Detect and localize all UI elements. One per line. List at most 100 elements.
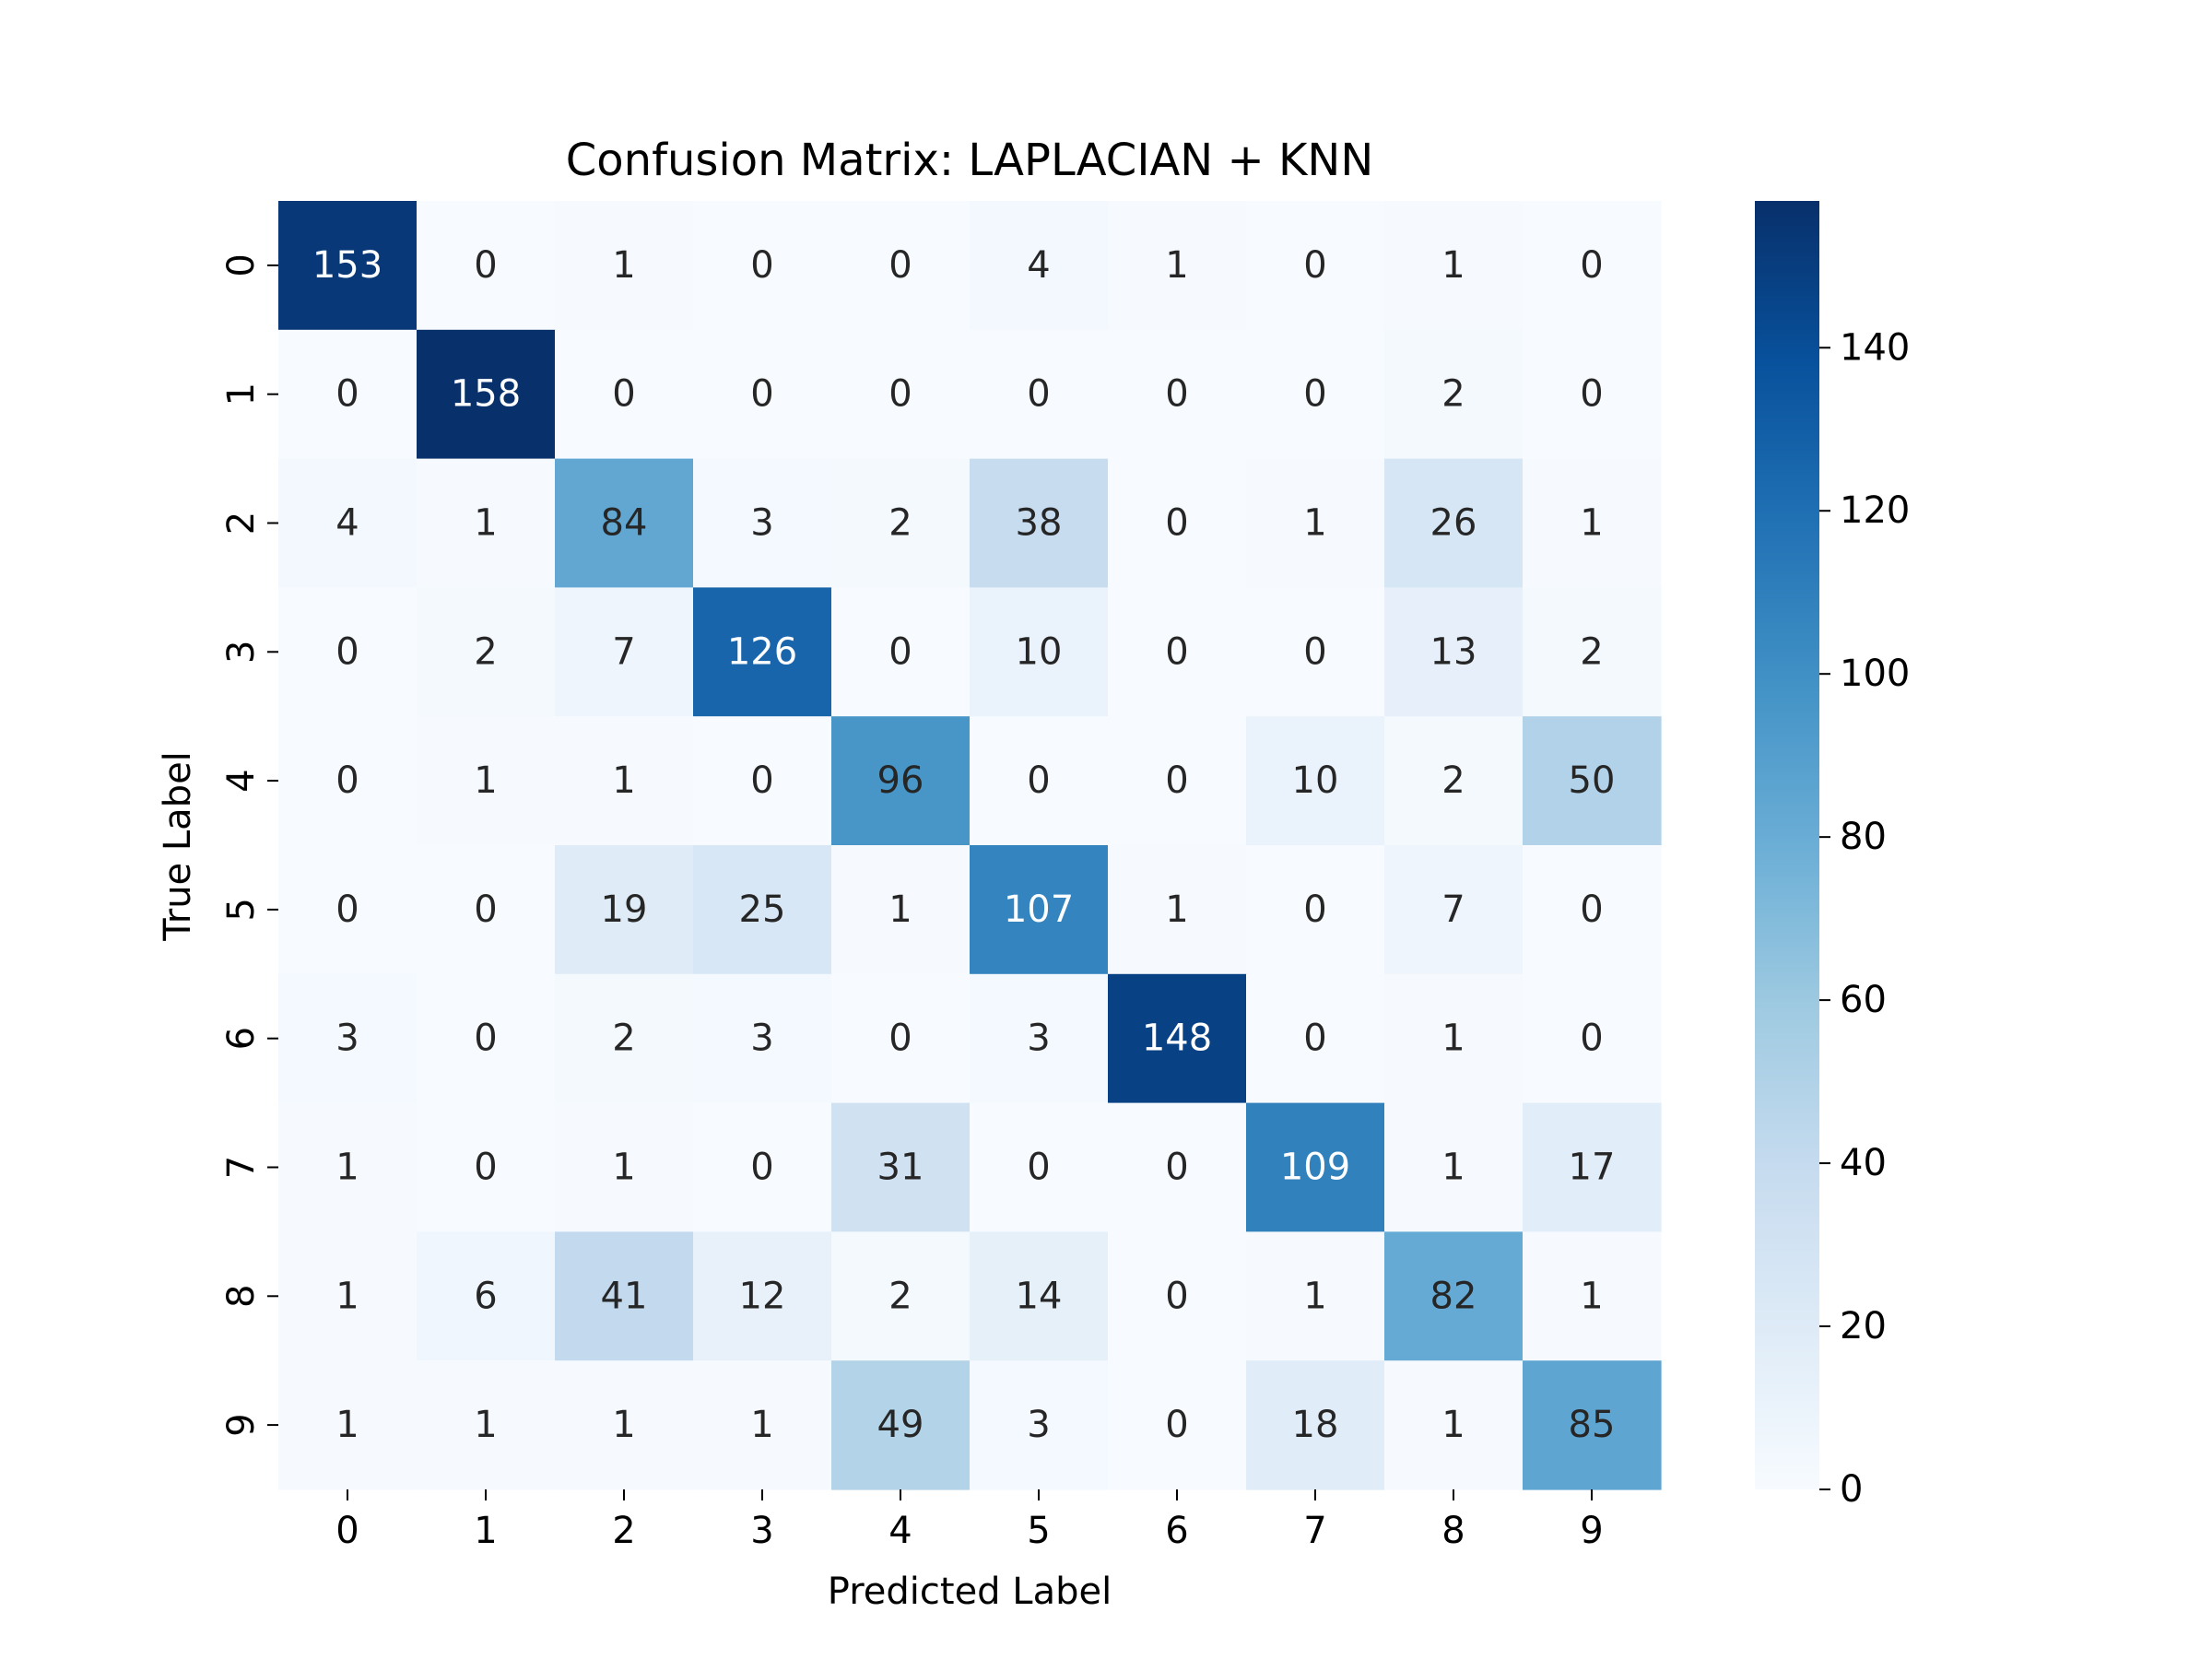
heatmap-cell: [1108, 973, 1247, 1104]
heatmap-cell: [1384, 201, 1524, 331]
cell-value-label: 0: [474, 1147, 497, 1189]
y-tick-label: 8: [220, 1285, 263, 1308]
cell-value-label: 0: [1027, 373, 1050, 416]
x-tick-label: 6: [1165, 1510, 1188, 1552]
heatmap-cell: [1523, 201, 1662, 331]
y-tick-label: 5: [220, 898, 263, 921]
cell-value-label: 2: [474, 630, 497, 673]
heatmap-cell: [831, 587, 971, 717]
cell-value-label: 1: [612, 759, 635, 802]
cell-value-label: 10: [1292, 759, 1339, 802]
heatmap-cell: [831, 1360, 971, 1490]
colorbar-tick-label: 0: [1840, 1468, 1863, 1511]
cell-value-label: 14: [1016, 1275, 1063, 1317]
colorbar-tick-label: 140: [1840, 326, 1910, 369]
cell-value-label: 148: [1142, 1018, 1212, 1060]
cell-value-label: 26: [1430, 502, 1477, 545]
heatmap-cell: [831, 1231, 971, 1361]
heatmap-cell: [1108, 716, 1247, 846]
heatmap-cell: [831, 458, 971, 588]
heatmap-cell: [1523, 587, 1662, 717]
heatmap-cell: [1384, 329, 1524, 460]
heatmap-cell: [417, 845, 556, 975]
cell-value-label: 0: [1580, 888, 1603, 931]
heatmap-cell: [1108, 1360, 1247, 1490]
heatmap-cell: [1246, 1231, 1385, 1361]
heatmap-cell: [555, 1102, 694, 1232]
cell-value-label: 2: [1580, 630, 1603, 673]
heatmap-cell: [693, 201, 832, 331]
y-axis-ticks: 0 1 2 3 4 5 6 7 8 9: [220, 253, 278, 1437]
heatmap-cell: [970, 329, 1109, 460]
heatmap-cell: [417, 587, 556, 717]
heatmap-cell: [693, 973, 832, 1104]
cell-value-label: 1: [335, 1275, 359, 1317]
heatmap-cell: [1246, 845, 1385, 975]
heatmap-cell: [831, 329, 971, 460]
cell-value-label: 4: [335, 502, 359, 545]
y-tick-label: 3: [220, 641, 263, 664]
cell-value-label: 1: [1441, 1147, 1465, 1189]
heatmap-cell: [278, 716, 418, 846]
cell-value-label: 1: [335, 1404, 359, 1446]
cell-value-label: 1: [474, 759, 497, 802]
heatmap-cell: [1384, 458, 1524, 588]
heatmap-cell: [831, 973, 971, 1104]
heatmap-cell: [1523, 716, 1662, 846]
cell-value-label: 1: [1303, 502, 1326, 545]
cell-value-label: 3: [750, 502, 773, 545]
heatmap-cell: [1384, 1231, 1524, 1361]
cell-value-label: 3: [750, 1018, 773, 1060]
x-tick-label: 4: [888, 1510, 912, 1552]
cell-value-label: 0: [1165, 759, 1188, 802]
cell-value-label: 7: [612, 630, 635, 673]
heatmap-cell: [1523, 1231, 1662, 1361]
cell-value-label: 0: [612, 373, 635, 416]
heatmap-cell: [1108, 845, 1247, 975]
heatmap-cell: [1246, 201, 1385, 331]
heatmap-cell: [1523, 973, 1662, 1104]
heatmap-cell: [1246, 329, 1385, 460]
heatmap-cell: [693, 1231, 832, 1361]
heatmap-cell: [1108, 1231, 1247, 1361]
x-tick-label: 1: [474, 1510, 497, 1552]
heatmap-cell: [555, 1360, 694, 1490]
x-tick-label: 9: [1580, 1510, 1603, 1552]
x-axis-ticks: 0 1 2 3 4 5 6 7 8 9: [335, 1489, 1604, 1552]
cell-value-label: 1: [612, 244, 635, 287]
cell-value-label: 3: [335, 1018, 359, 1060]
heatmap-cell: [417, 1102, 556, 1232]
heatmap-cell: [555, 1231, 694, 1361]
y-tick-label: 4: [220, 769, 263, 792]
heatmap-cell: [1108, 201, 1247, 331]
colorbar-tick-label: 120: [1840, 489, 1910, 532]
heatmap-cell: [417, 201, 556, 331]
cell-value-label: 2: [1441, 373, 1465, 416]
cell-value-label: 0: [1580, 1018, 1603, 1060]
heatmap-cell: [417, 1231, 556, 1361]
cell-value-label: 0: [1165, 373, 1188, 416]
heatmap-cell: [1246, 1102, 1385, 1232]
heatmap-cell: [1384, 1360, 1524, 1490]
heatmap-cell: [278, 1360, 418, 1490]
cell-value-label: 2: [1441, 759, 1465, 802]
cell-value-label: 0: [1580, 244, 1603, 287]
heatmap-cell: [278, 973, 418, 1104]
heatmap-cell: [555, 329, 694, 460]
y-tick-label: 2: [220, 512, 263, 535]
x-tick-label: 7: [1303, 1510, 1326, 1552]
cell-value-label: 17: [1569, 1147, 1616, 1189]
cell-value-label: 10: [1016, 630, 1063, 673]
cell-value-label: 1: [474, 502, 497, 545]
heatmap-cell: [278, 1231, 418, 1361]
x-tick-label: 0: [335, 1510, 359, 1552]
cell-value-label: 0: [750, 244, 773, 287]
heatmap-cell: [278, 1102, 418, 1232]
heatmap-cell: [831, 716, 971, 846]
cell-value-label: 4: [1027, 244, 1050, 287]
heatmap-cell: [693, 716, 832, 846]
cell-value-label: 85: [1569, 1404, 1616, 1446]
cell-value-label: 0: [335, 373, 359, 416]
x-tick-label: 8: [1441, 1510, 1465, 1552]
